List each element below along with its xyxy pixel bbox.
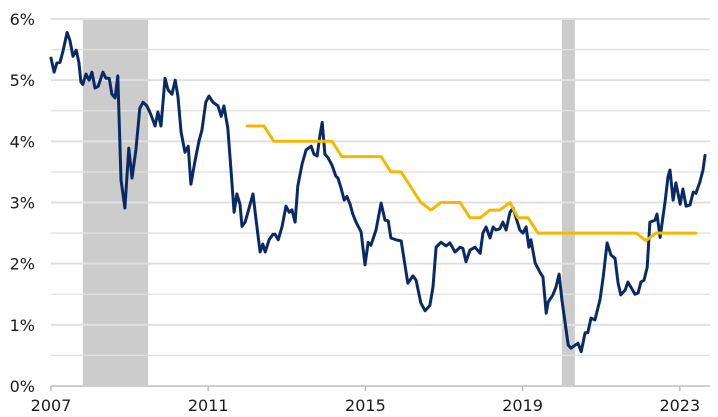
x-tick-label: 2015 [345, 396, 386, 415]
series-line-2 [245, 124, 698, 243]
y-tick-label: 6% [10, 10, 35, 29]
y-tick-label: 3% [10, 194, 35, 213]
x-tick-label: 2023 [659, 396, 700, 415]
y-tick-label: 4% [10, 132, 35, 151]
y-tick-label: 0% [10, 377, 35, 396]
y-tick-label: 1% [10, 316, 35, 335]
x-tick-label: 2019 [502, 396, 543, 415]
series-line-1 [49, 31, 707, 354]
x-tick-label: 2011 [188, 396, 229, 415]
y-tick-label: 5% [10, 71, 35, 90]
y-tick-label: 2% [10, 255, 35, 274]
x-tick-label: 2007 [31, 396, 72, 415]
